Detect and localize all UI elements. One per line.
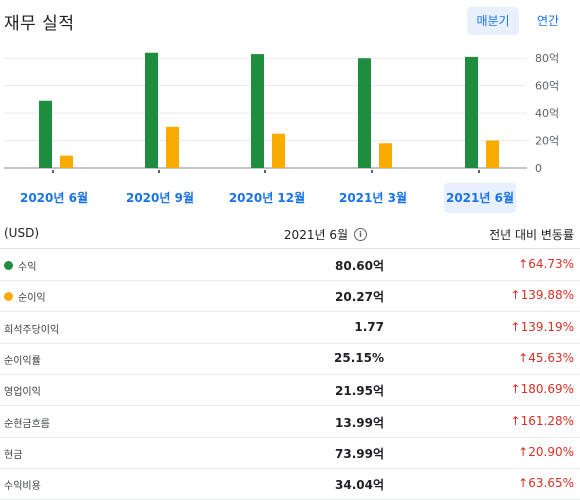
arrow-up-icon: ↑ [518,350,529,365]
revenue-bar[interactable] [145,52,158,168]
table-row: 수익 80.60억 ↑64.73% [0,249,580,281]
row-label-text: 현금 [4,449,23,461]
table-header: (USD) 2021년 6월 i 전년 대비 변동률 [0,218,580,249]
table-row: 수익비용 34.04억 ↑63.65% [0,468,580,500]
table-row: 순이익률 25.15% ↑45.63% [0,343,580,375]
financial-bar-chart: 0 20억 40억 60억 80억 [4,52,559,175]
row-value: 21.95억 [335,384,384,399]
quarterly-toggle-button[interactable]: 매분기 [467,7,519,35]
quarter-tab[interactable]: 2020년 6월 [19,191,88,205]
row-change-value: 161.28% [520,413,574,428]
row-label-text: 순현금흐름 [4,418,50,430]
y-tick-label: 80억 [535,52,559,65]
row-change-value: 20.90% [528,444,574,459]
row-change-value: 139.88% [520,288,574,303]
net-income-bar[interactable] [60,155,73,168]
arrow-up-icon: ↑ [510,382,521,397]
row-change-value: 64.73% [528,257,574,271]
revenue-bar[interactable] [251,54,264,168]
arrow-up-icon: ↑ [510,319,521,334]
revenue-bar[interactable] [39,100,52,168]
page-title: 재무 실적 [4,14,75,34]
row-change: ↑139.88% [511,288,574,302]
row-value: 13.99억 [335,415,384,430]
row-change: ↑161.28% [511,414,574,428]
arrow-up-icon: ↑ [510,288,521,303]
row-change-value: 139.19% [520,319,574,334]
info-icon[interactable]: i [354,228,367,241]
legend-dot-icon [4,261,13,270]
y-tick-label: 60억 [535,80,559,93]
row-label-text: 순이익 [18,293,46,305]
revenue-bar[interactable] [465,56,478,168]
row-change: ↑45.63% [518,351,574,365]
period-header-label: 2021년 6월 [283,228,348,242]
row-label: 수익 [4,258,36,273]
quarter-tab[interactable]: 2021년 6월 [444,183,516,213]
unit-header: (USD) [4,226,40,240]
row-label-text: 영업이익 [4,387,41,399]
row-label: 수익비용 [4,477,41,492]
table-row: 영업이익 21.95억 ↑180.69% [0,374,580,407]
net-income-bar[interactable] [379,143,392,168]
y-tick-label: 40억 [535,107,559,120]
quarter-tab[interactable]: 2020년 9월 [125,191,194,205]
arrow-up-icon: ↑ [518,444,529,459]
row-value: 25.15% [334,350,384,365]
row-change: ↑20.90% [518,445,574,459]
table-row: 현금 73.99억 ↑20.90% [0,437,580,469]
row-change: ↑64.73% [518,257,574,271]
y-tick-label: 20억 [535,135,559,148]
row-label-text: 순이익률 [4,355,41,367]
row-label-text: 수익비용 [4,481,41,493]
period-header: 2021년 6월 i [284,226,367,243]
row-change-value: 180.69% [520,382,574,397]
quarter-tab[interactable]: 2020년 12월 [228,191,306,205]
row-change-value: 63.65% [528,476,574,491]
table-row: 순현금흐름 13.99억 ↑161.28% [0,406,580,438]
y-tick-label: 0 [535,162,542,175]
arrow-up-icon: ↑ [510,413,521,428]
revenue-bar[interactable] [358,58,371,168]
net-income-bar[interactable] [272,133,285,168]
row-label-text: 희석주당이익 [4,324,60,336]
change-header: 전년 대비 변동률 [489,228,574,242]
table-row: 순이익 20.27억 ↑139.88% [0,280,580,313]
row-value: 73.99억 [335,446,384,461]
legend-dot-icon [4,292,13,302]
annual-toggle-button[interactable]: 연간 [536,14,560,28]
net-income-bar[interactable] [166,126,179,168]
arrow-up-icon: ↑ [518,257,529,271]
row-change: ↑180.69% [511,382,574,396]
row-change: ↑63.65% [518,476,574,490]
row-change-value: 45.63% [528,350,574,365]
row-change: ↑139.19% [511,320,574,334]
row-label-text: 수익 [18,262,37,273]
row-label: 순이익률 [4,352,41,367]
row-value: 34.04억 [335,478,384,493]
row-label: 현금 [4,446,22,461]
row-label: 순이익 [4,289,46,304]
arrow-up-icon: ↑ [518,476,529,491]
row-value: 20.27억 [335,290,384,305]
row-value: 1.77 [354,319,384,334]
quarter-tab[interactable]: 2021년 3월 [338,191,407,205]
net-income-bar[interactable] [486,140,499,168]
row-label: 순현금흐름 [4,415,50,430]
row-label: 영업이익 [4,383,41,398]
row-value: 80.60억 [335,259,384,273]
table-row: 희석주당이익 1.77 ↑139.19% [0,312,580,344]
row-label: 희석주당이익 [4,321,59,336]
